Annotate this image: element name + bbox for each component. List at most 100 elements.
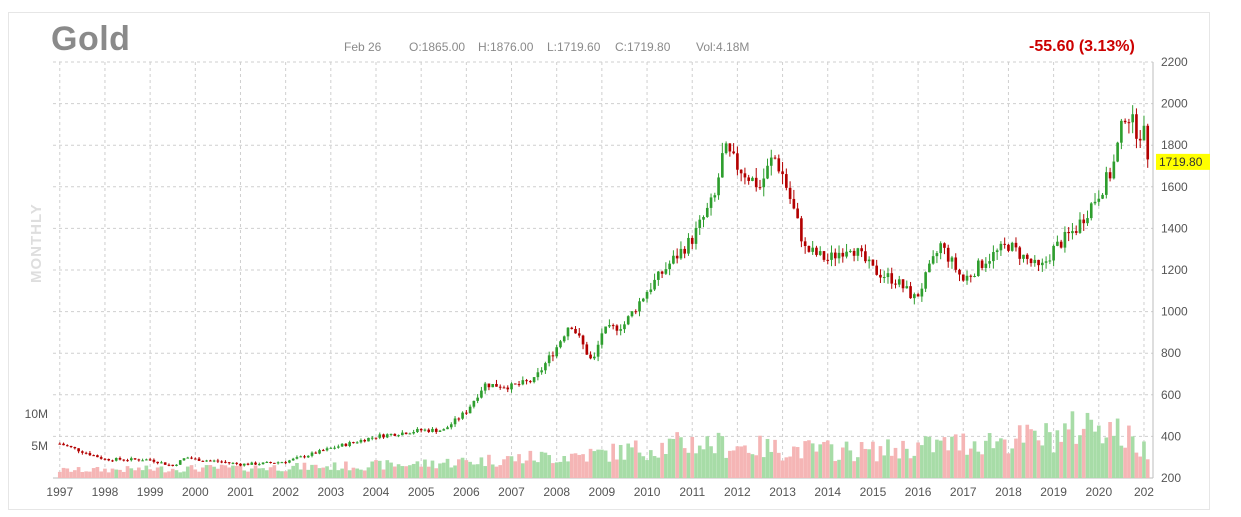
candle-body: [77, 448, 80, 452]
candle: [1120, 118, 1123, 150]
candle-body: [920, 288, 924, 297]
candle-body: [495, 383, 498, 387]
candle-body: [1052, 245, 1055, 261]
candle-body: [465, 412, 468, 414]
volume-bar: [509, 456, 514, 478]
volume-bar: [652, 456, 657, 478]
candle-body: [604, 326, 607, 334]
volume-bar: [630, 447, 634, 478]
volume-bar: [1002, 439, 1007, 478]
volume-bar: [1036, 440, 1041, 478]
candle: [77, 448, 80, 454]
candle-body: [306, 455, 310, 458]
candle: [374, 437, 378, 440]
volume-bar: [844, 441, 849, 478]
volume-bar: [532, 460, 536, 478]
volume-bar: [596, 449, 600, 478]
volume-bar: [185, 466, 190, 478]
candle: [815, 245, 818, 257]
candle-body: [717, 177, 720, 196]
candle: [544, 361, 547, 374]
candle: [969, 274, 973, 283]
candle: [416, 427, 419, 433]
volume-bar: [313, 464, 318, 478]
candle-body: [1105, 172, 1108, 195]
year-tick-label: 202: [1134, 485, 1154, 499]
candle-body: [359, 440, 363, 443]
candle-body: [133, 458, 137, 460]
price-tick-label: 1200: [1161, 263, 1188, 277]
volume-bar: [242, 470, 247, 478]
candle: [747, 174, 751, 185]
candle-body: [736, 153, 739, 170]
candle: [687, 233, 690, 256]
candle-body: [103, 458, 107, 460]
candle: [788, 181, 792, 204]
candle: [973, 273, 976, 278]
year-axis: 1997 1998 1999 2000 2001 2002 2003 2004 2005 2006…: [46, 485, 1154, 499]
price-change: -55.60 (3.13%): [1029, 38, 1135, 55]
candle: [709, 193, 713, 216]
candle-body: [596, 344, 600, 357]
volume-bar: [310, 464, 314, 478]
candle-body: [114, 458, 118, 461]
candle-body: [374, 437, 378, 439]
volume-bar: [1138, 456, 1143, 478]
candle-body: [1063, 231, 1067, 248]
volume-bar: [739, 446, 743, 478]
candle-body: [992, 252, 995, 262]
candle-body: [525, 380, 528, 382]
candle: [562, 335, 566, 343]
candle-body: [129, 458, 133, 461]
candle-body: [611, 325, 615, 327]
volume-bar: [430, 460, 435, 478]
candle-body: [273, 462, 276, 464]
volume-bar: [133, 470, 137, 478]
candle: [619, 324, 623, 336]
candle-body: [337, 446, 340, 448]
candle: [393, 433, 397, 437]
volume-bar: [1059, 441, 1063, 478]
candle: [585, 341, 589, 355]
candle: [532, 377, 536, 384]
candle-body: [190, 457, 193, 459]
candle-body: [995, 250, 999, 253]
candle-body: [419, 428, 423, 431]
candle-body: [340, 443, 344, 447]
candle: [984, 257, 988, 272]
volume-bar: [197, 471, 201, 478]
candle: [498, 384, 502, 390]
volume-bar: [340, 468, 344, 478]
price-candles: [58, 105, 1150, 467]
candle-body: [303, 456, 306, 458]
candle-body: [1142, 125, 1146, 141]
bar-date: Feb 26: [344, 40, 382, 54]
candle: [483, 381, 487, 394]
candle: [758, 179, 762, 190]
candle: [129, 456, 133, 462]
candle: [1097, 190, 1101, 206]
volume-bar: [893, 447, 898, 478]
year-tick-label: 2005: [408, 485, 435, 499]
candle: [1025, 253, 1029, 265]
candle: [913, 292, 916, 305]
candle: [1123, 118, 1127, 124]
candle: [886, 267, 890, 284]
volume-bar: [882, 455, 887, 478]
candle: [370, 436, 374, 441]
candle: [73, 446, 77, 450]
volume-bar: [355, 468, 359, 478]
volume-bar: [682, 448, 687, 478]
candle: [894, 279, 897, 289]
candle-body: [886, 273, 890, 278]
volume-bar: [362, 470, 367, 478]
volume-bar: [208, 465, 213, 478]
volume-bar: [1025, 424, 1030, 478]
volume-bar: [91, 468, 96, 478]
volume-bar: [938, 440, 943, 478]
candle: [314, 451, 318, 454]
candle: [995, 248, 999, 260]
candle-body: [1093, 201, 1097, 204]
candle-body: [1056, 241, 1059, 246]
candle-body: [382, 434, 385, 438]
